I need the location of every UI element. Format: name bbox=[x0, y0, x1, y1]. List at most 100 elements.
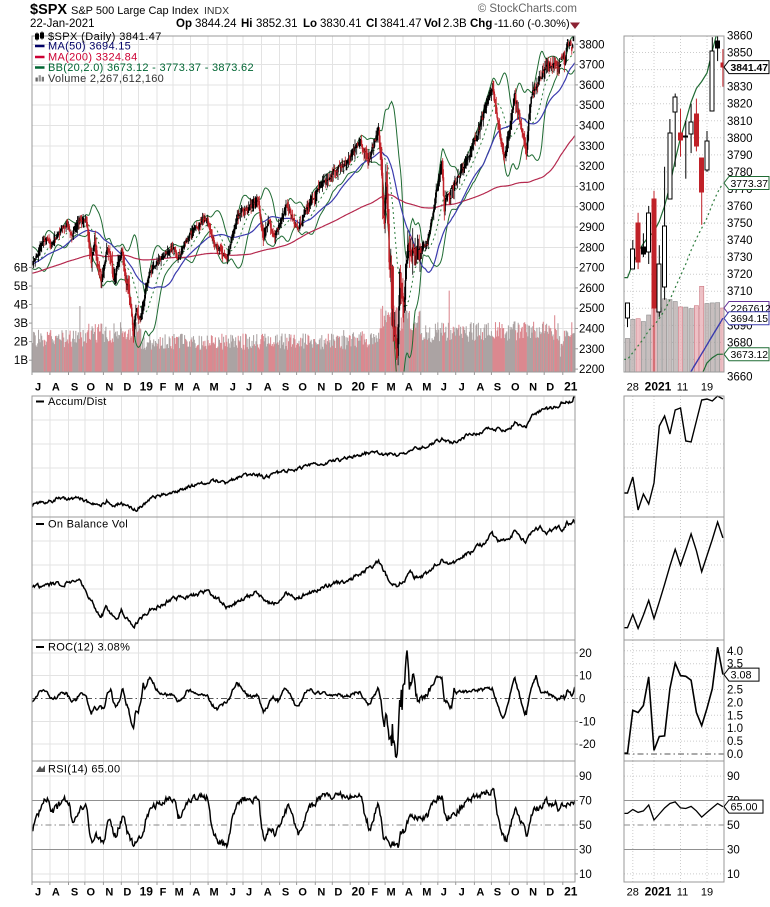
svg-text:2021: 2021 bbox=[645, 885, 672, 899]
svg-text:2300: 2300 bbox=[579, 344, 605, 356]
svg-text:M: M bbox=[387, 887, 396, 899]
svg-text:10: 10 bbox=[727, 869, 740, 881]
svg-text:28: 28 bbox=[627, 887, 639, 899]
svg-text:3760: 3760 bbox=[727, 201, 753, 213]
svg-text:70: 70 bbox=[579, 796, 592, 808]
svg-text:3841.47: 3841.47 bbox=[731, 63, 769, 74]
svg-text:O: O bbox=[298, 887, 307, 899]
svg-text:4.0: 4.0 bbox=[727, 646, 743, 658]
svg-text:2400: 2400 bbox=[579, 324, 605, 336]
svg-text:3841.47: 3841.47 bbox=[380, 18, 422, 30]
svg-text:22-Jan-2021: 22-Jan-2021 bbox=[30, 18, 95, 30]
svg-text:A: A bbox=[192, 887, 200, 899]
svg-text:M: M bbox=[175, 382, 184, 394]
svg-text:2.0: 2.0 bbox=[727, 697, 743, 709]
svg-text:On Balance Vol: On Balance Vol bbox=[48, 519, 128, 531]
svg-text:3710: 3710 bbox=[727, 286, 753, 298]
svg-text:D: D bbox=[334, 382, 342, 394]
svg-text:3830.41: 3830.41 bbox=[320, 18, 362, 30]
svg-text:Accum/Dist: Accum/Dist bbox=[48, 396, 107, 408]
svg-text:RSI(14) 65.00: RSI(14) 65.00 bbox=[48, 764, 120, 776]
svg-text:S: S bbox=[494, 382, 501, 394]
svg-text:J: J bbox=[246, 382, 252, 394]
svg-text:$SPX: $SPX bbox=[30, 2, 67, 18]
svg-text:50: 50 bbox=[579, 820, 592, 832]
svg-text:5B: 5B bbox=[14, 281, 28, 293]
svg-text:3B: 3B bbox=[14, 318, 28, 330]
svg-text:Op: Op bbox=[176, 18, 192, 30]
svg-text:D: D bbox=[123, 887, 131, 899]
svg-text:10: 10 bbox=[579, 671, 592, 683]
svg-text:3660: 3660 bbox=[727, 372, 753, 384]
svg-text:A: A bbox=[476, 382, 484, 394]
svg-text:3800: 3800 bbox=[579, 39, 605, 51]
svg-text:3860: 3860 bbox=[727, 31, 753, 43]
svg-text:N: N bbox=[317, 382, 325, 394]
svg-text:M: M bbox=[387, 382, 396, 394]
svg-text:19: 19 bbox=[701, 887, 713, 899]
svg-text:S: S bbox=[71, 382, 78, 394]
svg-text:J: J bbox=[441, 887, 447, 899]
svg-text:O: O bbox=[87, 887, 96, 899]
svg-text:Vol: Vol bbox=[424, 18, 441, 30]
svg-text:3852.31: 3852.31 bbox=[256, 18, 298, 30]
svg-text:3720: 3720 bbox=[727, 269, 753, 281]
svg-text:19: 19 bbox=[140, 380, 154, 394]
svg-text:INDX: INDX bbox=[204, 5, 229, 17]
svg-text:F: F bbox=[371, 887, 378, 899]
svg-text:20: 20 bbox=[579, 648, 592, 660]
svg-text:S: S bbox=[71, 887, 78, 899]
svg-text:J: J bbox=[230, 887, 236, 899]
svg-text:0.5: 0.5 bbox=[727, 736, 743, 748]
svg-text:J: J bbox=[230, 382, 236, 394]
svg-text:A: A bbox=[405, 382, 413, 394]
svg-text:1B: 1B bbox=[14, 355, 28, 367]
svg-text:21: 21 bbox=[564, 380, 578, 394]
svg-text:D: D bbox=[334, 887, 342, 899]
svg-text:2.5: 2.5 bbox=[727, 685, 743, 697]
svg-text:3100: 3100 bbox=[579, 181, 605, 193]
svg-text:J: J bbox=[459, 887, 465, 899]
svg-text:D: D bbox=[546, 382, 554, 394]
svg-text:F: F bbox=[371, 382, 378, 394]
svg-text:2.3B: 2.3B bbox=[443, 18, 467, 30]
svg-text:50: 50 bbox=[727, 820, 740, 832]
svg-text:3673.12: 3673.12 bbox=[731, 350, 769, 361]
svg-text:11: 11 bbox=[677, 887, 688, 899]
svg-text:F: F bbox=[160, 887, 167, 899]
svg-text:3730: 3730 bbox=[727, 252, 753, 264]
svg-text:3740: 3740 bbox=[727, 235, 753, 247]
svg-text:A: A bbox=[192, 382, 200, 394]
svg-text:M: M bbox=[422, 887, 431, 899]
svg-text:S&P 500 Large Cap Index: S&P 500 Large Cap Index bbox=[71, 5, 199, 17]
svg-text:90: 90 bbox=[579, 771, 592, 783]
svg-text:© StockCharts.com: © StockCharts.com bbox=[478, 3, 577, 15]
svg-text:3820: 3820 bbox=[727, 99, 753, 111]
svg-text:2200: 2200 bbox=[579, 364, 605, 376]
svg-text:Volume 2,267,612,160: Volume 2,267,612,160 bbox=[48, 73, 164, 85]
svg-text:3600: 3600 bbox=[579, 80, 605, 92]
svg-text:3844.24: 3844.24 bbox=[195, 18, 237, 30]
svg-text:28: 28 bbox=[627, 382, 639, 394]
svg-text:N: N bbox=[105, 887, 113, 899]
svg-text:2B: 2B bbox=[14, 337, 28, 349]
svg-text:N: N bbox=[529, 382, 537, 394]
svg-text:-10: -10 bbox=[579, 716, 596, 728]
svg-text:F: F bbox=[160, 382, 167, 394]
svg-text:3773.37: 3773.37 bbox=[731, 179, 769, 190]
svg-text:A: A bbox=[264, 382, 272, 394]
svg-text:J: J bbox=[35, 887, 41, 899]
svg-text:N: N bbox=[529, 887, 537, 899]
svg-text:J: J bbox=[246, 887, 252, 899]
svg-text:N: N bbox=[317, 887, 325, 899]
svg-text:Lo: Lo bbox=[303, 18, 317, 30]
svg-text:-11.60 (-0.30%): -11.60 (-0.30%) bbox=[494, 18, 570, 30]
svg-text:D: D bbox=[123, 382, 131, 394]
svg-text:3300: 3300 bbox=[579, 141, 605, 153]
svg-text:65.00: 65.00 bbox=[731, 801, 758, 813]
svg-text:J: J bbox=[441, 382, 447, 394]
svg-text:A: A bbox=[52, 382, 60, 394]
svg-text:3810: 3810 bbox=[727, 116, 753, 128]
svg-text:Cl: Cl bbox=[366, 18, 378, 30]
svg-text:M: M bbox=[210, 382, 219, 394]
